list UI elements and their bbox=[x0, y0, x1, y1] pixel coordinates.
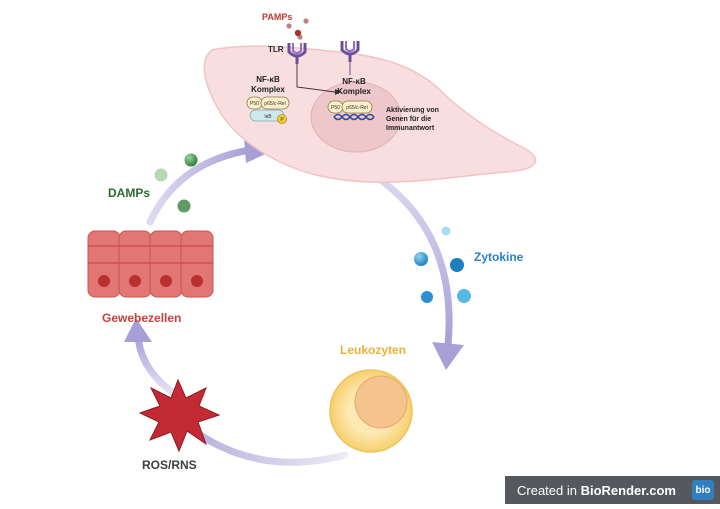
biorender-badge[interactable]: Created in BioRender.com bio bbox=[505, 476, 720, 504]
gewebezellen-label: Gewebezellen bbox=[102, 311, 181, 325]
tlr-signal-arrow bbox=[296, 64, 336, 93]
nfkb-nuc-label-line2: Komplex bbox=[337, 87, 371, 96]
ros-rns-burst-icon bbox=[138, 378, 221, 453]
biorender-prefix: Created in bbox=[517, 482, 581, 498]
tlr-receptor-right-icon bbox=[340, 41, 360, 62]
nucleus bbox=[310, 81, 402, 153]
ikb-label: IκB bbox=[264, 114, 272, 120]
tissue-cells bbox=[87, 230, 214, 298]
activation-label-line3: Immunantwort bbox=[386, 125, 435, 132]
nfkb-nuc-label-line1: NF-κB bbox=[342, 77, 366, 86]
zytokine-label: Zytokine bbox=[474, 250, 524, 264]
biorender-text: Created in BioRender.com bbox=[505, 483, 692, 498]
tlr-receptor-left-icon bbox=[287, 43, 307, 64]
pamps-particles bbox=[286, 18, 309, 40]
arrow-cell-to-leukocytes bbox=[374, 174, 464, 370]
nfkb-cyto-complex: P bbox=[246, 96, 290, 124]
p65-cyto-label: p65/c-Rel bbox=[264, 101, 285, 107]
svg-text:P: P bbox=[280, 117, 284, 123]
damps-label: DAMPs bbox=[108, 186, 150, 200]
activation-label-line1: Aktivierung von bbox=[386, 107, 439, 114]
tlr-label: TLR bbox=[268, 45, 284, 54]
nfkb-cyto-label-line2: Komplex bbox=[251, 85, 285, 94]
arrow-tissue-to-cell bbox=[146, 138, 274, 226]
biorender-logo-icon: bio bbox=[692, 480, 714, 500]
damps-particles bbox=[154, 153, 198, 213]
nfkb-cyto-label-line1: NF-κB bbox=[256, 75, 280, 84]
ros-rns-label: ROS/RNS bbox=[142, 458, 197, 472]
arrow-leukocytes-to-ros bbox=[186, 424, 349, 466]
leukocyte-cell bbox=[329, 369, 413, 453]
pamps-label: PAMPs bbox=[262, 12, 292, 22]
arrow-ros-to-tissue bbox=[124, 318, 176, 396]
activation-label-line2: Genen für die bbox=[386, 116, 431, 123]
cytokine-particles bbox=[414, 226, 471, 303]
p50-nuc-label: P50 bbox=[331, 105, 340, 111]
p50-cyto-label: P50 bbox=[250, 101, 259, 107]
p65-nuc-label: p65/c-Rel bbox=[346, 105, 367, 111]
biorender-name: BioRender.com bbox=[580, 482, 676, 498]
nfkb-nuc-complex bbox=[327, 100, 373, 114]
dna-helix-icon bbox=[333, 113, 375, 121]
leukozyten-label: Leukozyten bbox=[340, 343, 406, 357]
